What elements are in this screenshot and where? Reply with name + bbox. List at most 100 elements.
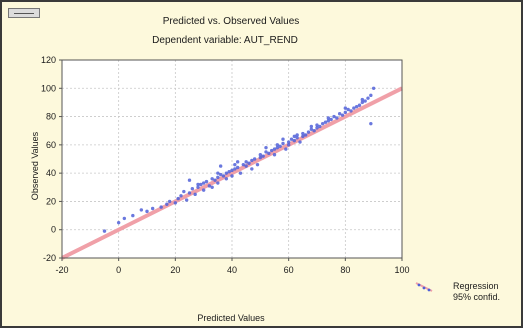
data-point <box>258 153 263 157</box>
data-point <box>139 208 144 212</box>
data-point <box>187 178 192 182</box>
chart-subtitle: Dependent variable: AUT_REND <box>152 35 298 46</box>
data-point <box>272 147 277 151</box>
data-point <box>179 194 183 198</box>
data-point <box>275 143 280 147</box>
y-axis-label: Observed Values <box>30 131 40 200</box>
data-point <box>182 189 186 194</box>
data-point <box>250 167 254 171</box>
data-point <box>267 151 271 156</box>
data-point <box>320 121 325 126</box>
x-axis-label: Predicted Values <box>197 313 265 323</box>
data-point <box>252 157 257 161</box>
data-point <box>173 201 178 205</box>
data-point <box>196 185 200 189</box>
x-tick-label: 60 <box>284 265 294 275</box>
data-point <box>213 178 217 182</box>
y-tick-label: 40 <box>46 168 56 178</box>
data-point <box>184 198 189 202</box>
data-point <box>357 103 362 107</box>
data-point <box>278 144 282 148</box>
data-point <box>199 182 203 187</box>
data-point <box>275 145 280 150</box>
data-point <box>233 162 237 167</box>
data-point <box>224 177 229 181</box>
data-point <box>281 141 285 146</box>
data-point <box>235 160 240 164</box>
data-point <box>221 174 226 178</box>
data-point <box>176 196 180 201</box>
x-tick-label: 40 <box>227 265 237 275</box>
data-point <box>264 150 268 154</box>
data-point <box>315 123 319 127</box>
y-tick-label: 60 <box>46 140 56 150</box>
data-point <box>284 147 288 151</box>
data-point <box>244 160 248 164</box>
y-tick-label: 80 <box>46 112 56 122</box>
data-point <box>131 213 135 218</box>
data-point <box>301 131 305 136</box>
x-tick-label: 20 <box>170 265 180 275</box>
data-point <box>363 99 367 103</box>
data-point <box>255 162 260 167</box>
data-point <box>318 124 322 129</box>
data-point <box>360 97 365 102</box>
data-point <box>286 140 291 144</box>
data-point <box>201 188 206 192</box>
data-point <box>326 119 331 123</box>
data-point <box>323 120 328 124</box>
data-point <box>150 206 155 211</box>
data-point <box>216 171 220 175</box>
data-point <box>210 185 214 189</box>
data-point <box>233 167 237 171</box>
data-point <box>196 182 200 187</box>
data-point <box>247 161 251 165</box>
data-point <box>292 138 297 143</box>
legend-label: Regression <box>453 281 499 291</box>
data-point <box>332 114 336 119</box>
data-point <box>309 124 314 129</box>
data-point <box>366 96 370 100</box>
regression-line <box>61 86 403 260</box>
data-point <box>116 220 121 225</box>
y-tick-label: 100 <box>41 83 56 93</box>
data-point <box>289 137 294 141</box>
data-point <box>326 116 331 120</box>
data-point <box>264 145 268 150</box>
y-tick-label: 120 <box>41 55 56 65</box>
data-point <box>343 106 348 110</box>
data-point <box>167 199 172 204</box>
data-point <box>230 174 234 178</box>
data-point <box>295 133 299 137</box>
data-point <box>335 116 339 120</box>
data-point <box>343 110 348 115</box>
data-point <box>235 165 240 170</box>
data-point <box>193 192 197 197</box>
data-point <box>340 113 345 117</box>
data-point <box>298 140 302 144</box>
data-point <box>241 162 246 167</box>
data-point <box>354 104 359 109</box>
data-point <box>238 171 243 175</box>
data-point <box>244 164 248 168</box>
data-point <box>224 171 229 175</box>
data-point <box>312 129 316 133</box>
data-point <box>301 134 305 139</box>
data-point <box>159 205 163 209</box>
data-point <box>292 134 297 139</box>
y-tick-label: -20 <box>43 253 56 263</box>
data-point <box>269 148 274 153</box>
data-point <box>286 143 291 147</box>
data-point <box>309 127 314 131</box>
legend-point-swatch <box>417 283 421 287</box>
data-point <box>360 100 365 105</box>
data-point <box>258 155 263 160</box>
x-tick-label: -20 <box>55 265 68 275</box>
data-point <box>190 187 195 191</box>
data-point <box>218 172 223 177</box>
data-point <box>261 154 265 158</box>
data-point <box>145 209 149 214</box>
x-tick-label: 80 <box>340 265 350 275</box>
